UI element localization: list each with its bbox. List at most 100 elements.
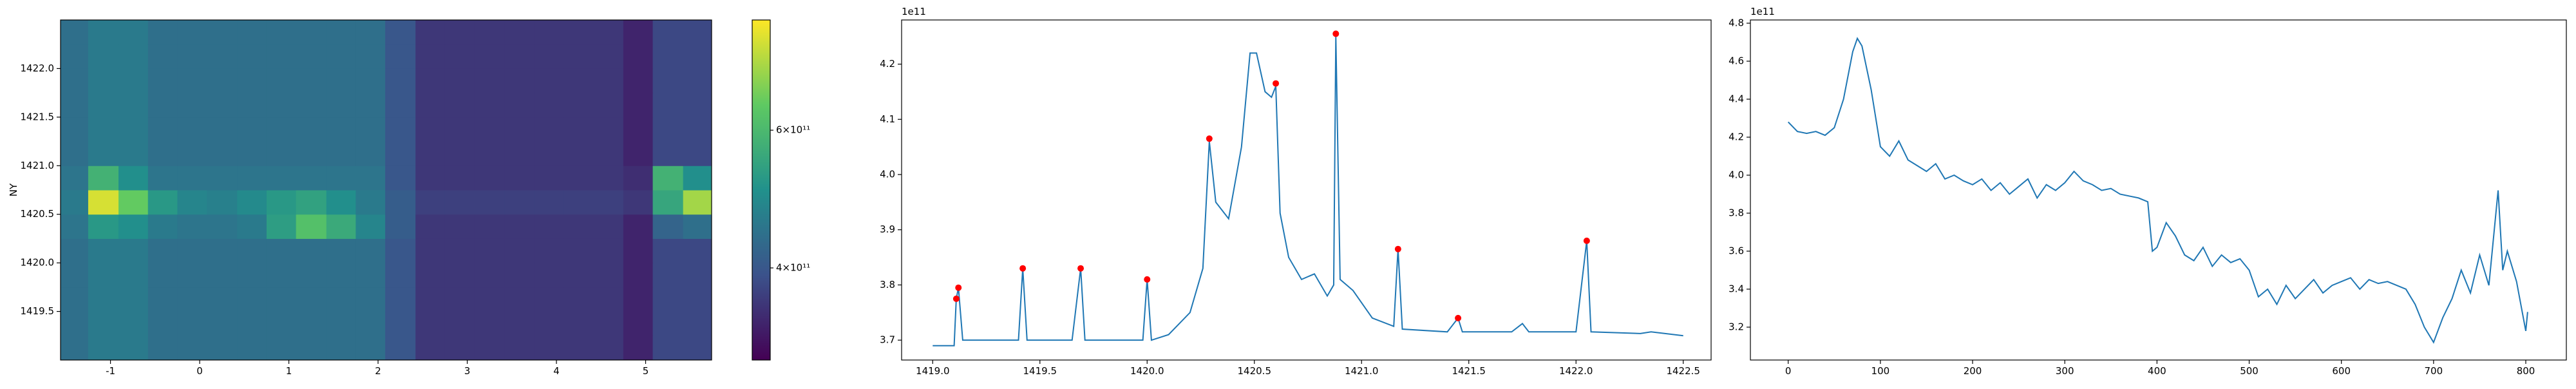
heatmap-cell bbox=[118, 93, 149, 118]
offset-text: 1e11 bbox=[1750, 6, 1775, 17]
heatmap-cell bbox=[355, 311, 386, 336]
heatmap-cell bbox=[266, 190, 297, 215]
heatmap-cell bbox=[594, 20, 624, 45]
heatmap-cell bbox=[683, 238, 712, 263]
heatmap-cell bbox=[504, 20, 535, 45]
heatmap-cell bbox=[355, 336, 386, 360]
heatmap-cell bbox=[88, 190, 119, 215]
heatmap-cell bbox=[88, 141, 119, 166]
heatmap-cell bbox=[504, 311, 535, 336]
heatmap-cell bbox=[61, 166, 89, 191]
heatmap-cell bbox=[564, 93, 594, 118]
data-line bbox=[933, 36, 1683, 346]
heatmap-cell bbox=[652, 166, 684, 191]
heatmap-cell bbox=[385, 311, 416, 336]
heatmap-cell bbox=[564, 287, 594, 312]
heatmap-cell bbox=[504, 190, 535, 215]
heatmap-cell bbox=[623, 287, 654, 312]
heatmap-cell bbox=[683, 166, 712, 191]
heatmap-cell bbox=[594, 238, 624, 263]
x-tick-label: 2 bbox=[375, 365, 381, 377]
peak-marker bbox=[1455, 314, 1462, 321]
heatmap-cell bbox=[474, 20, 506, 45]
heatmap-cell bbox=[296, 44, 327, 69]
heatmap-cell bbox=[504, 287, 535, 312]
x-tick-label: 300 bbox=[2056, 365, 2074, 377]
heatmap-cell bbox=[207, 336, 238, 360]
panel: 1419.0 1419.5 1420.0 1420.5 1421.0 1421.5 1422… bbox=[880, 6, 1712, 377]
heatmap-cell bbox=[326, 190, 356, 215]
heatmap-cell bbox=[444, 93, 475, 118]
heatmap-cell bbox=[296, 68, 327, 93]
x-tick-label: 100 bbox=[1871, 365, 1890, 377]
heatmap-cell bbox=[177, 214, 207, 239]
heatmap-cell bbox=[623, 141, 654, 166]
heatmap-cell bbox=[296, 311, 327, 336]
heatmap-cell bbox=[385, 190, 416, 215]
heatmap-cell bbox=[623, 20, 654, 45]
heatmap-cell bbox=[326, 336, 356, 360]
heatmap-cell bbox=[207, 93, 238, 118]
y-tick-label: 1421.5 bbox=[21, 111, 55, 122]
y-tick-label: 3.9 bbox=[880, 223, 895, 235]
heatmap-cell bbox=[652, 311, 684, 336]
heatmap-cell bbox=[266, 214, 297, 239]
heatmap-cell bbox=[652, 117, 684, 142]
y-tick-label: 1421.0 bbox=[21, 160, 55, 171]
heatmap-cell bbox=[415, 336, 446, 360]
heatmap-cell bbox=[61, 238, 89, 263]
heatmap-cell bbox=[118, 141, 149, 166]
heatmap-cell bbox=[385, 214, 416, 239]
heatmap-cell bbox=[385, 263, 416, 288]
y-tick-label: 4.4 bbox=[1728, 93, 1744, 105]
heatmap-cell bbox=[296, 214, 327, 239]
heatmap-cell bbox=[564, 117, 594, 142]
heatmap-cell bbox=[594, 93, 624, 118]
heatmap-cell bbox=[683, 336, 712, 360]
heatmap-cell bbox=[326, 263, 356, 288]
x-tick-label: 5 bbox=[643, 365, 649, 377]
heatmap-cell bbox=[61, 93, 89, 118]
heatmap-cell bbox=[623, 214, 654, 239]
heatmap-cell bbox=[564, 190, 594, 215]
heatmap-cell bbox=[61, 20, 89, 45]
heatmap-cell bbox=[296, 336, 327, 360]
heatmap-cell bbox=[652, 287, 684, 312]
heatmap-cell bbox=[504, 44, 535, 69]
heatmap-cell bbox=[474, 311, 506, 336]
heatmap-cell bbox=[296, 20, 327, 45]
heatmap-cell bbox=[415, 93, 446, 118]
heatmap-cell bbox=[534, 190, 564, 215]
heatmap-cell bbox=[594, 190, 624, 215]
heatmap-cell bbox=[355, 20, 386, 45]
heatmap-cell bbox=[266, 336, 297, 360]
peak-marker bbox=[1077, 265, 1084, 272]
heatmap-cell bbox=[118, 117, 149, 142]
colorbar-tick-label: 6×10¹¹ bbox=[776, 124, 810, 136]
heatmap-cell bbox=[118, 287, 149, 312]
heatmap-cell bbox=[237, 44, 267, 69]
heatmap-cell bbox=[474, 44, 506, 69]
panel: 0 100 200 300 400 500 600 700 800 3.2 3.4 3.6 3.8 4.0… bbox=[1728, 6, 2567, 377]
heatmap-cell bbox=[683, 190, 712, 215]
heatmap-cell bbox=[444, 44, 475, 69]
heatmap-cell bbox=[355, 117, 386, 142]
heatmap-cell bbox=[594, 263, 624, 288]
heatmap-cell bbox=[385, 141, 416, 166]
panel: 4×10¹¹ 6×10¹¹ -1 0 1 2 3 4 5 1419.5 1420.0 1420.5 14… bbox=[8, 19, 810, 377]
heatmap-cell bbox=[504, 117, 535, 142]
heatmap-cell bbox=[415, 166, 446, 191]
heatmap-cell bbox=[266, 93, 297, 118]
heatmap-cell bbox=[177, 263, 207, 288]
heatmap-cell bbox=[88, 336, 119, 360]
heatmap-cell bbox=[237, 117, 267, 142]
heatmap-cell bbox=[266, 141, 297, 166]
heatmap-cell bbox=[474, 263, 506, 288]
heatmap-cell bbox=[237, 214, 267, 239]
heatmap-cell bbox=[415, 141, 446, 166]
heatmap-cell bbox=[504, 263, 535, 288]
offset-text: 1e11 bbox=[902, 6, 926, 17]
x-tick-label: 500 bbox=[2240, 365, 2259, 377]
heatmap-cell bbox=[207, 166, 238, 191]
y-tick-label: 4.0 bbox=[880, 169, 895, 180]
